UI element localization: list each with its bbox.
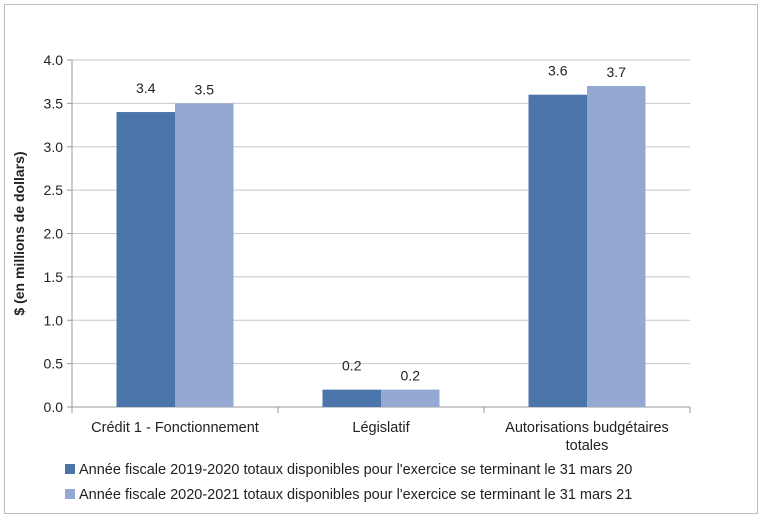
- legend-swatch: [65, 464, 75, 474]
- bar-2020-2021: [175, 103, 234, 407]
- bar-2020-2021: [381, 389, 440, 407]
- data-label: 0.2: [342, 358, 362, 374]
- data-label: 3.4: [136, 80, 156, 96]
- data-label: 0.2: [401, 368, 421, 384]
- data-label: 3.5: [195, 81, 215, 97]
- bar-2019-2020: [322, 389, 381, 407]
- legend-label: Année fiscale 2020-2021 totaux disponibl…: [79, 487, 632, 503]
- data-label: 3.6: [548, 63, 568, 79]
- bar-2020-2021: [587, 86, 646, 408]
- y-tick-label: 1.0: [44, 312, 64, 328]
- legend-swatch: [65, 489, 75, 499]
- legend-label: Année fiscale 2019-2020 totaux disponibl…: [79, 462, 632, 478]
- x-tick-label: totales: [566, 438, 609, 454]
- y-tick-label: 3.0: [44, 139, 64, 155]
- y-tick-label: 2.0: [44, 226, 64, 242]
- y-tick-label: 3.5: [44, 95, 64, 111]
- x-tick-label: Législatif: [352, 420, 410, 436]
- x-tick-label: Crédit 1 - Fonctionnement: [91, 420, 259, 436]
- y-tick-label: 2.5: [44, 182, 64, 198]
- y-tick-label: 0.0: [44, 399, 64, 415]
- y-tick-label: 0.5: [44, 356, 64, 372]
- y-tick-label: 1.5: [44, 269, 64, 285]
- bar-2019-2020: [528, 94, 587, 407]
- bar-2019-2020: [116, 112, 175, 408]
- x-tick-label: Autorisations budgétaires: [505, 420, 669, 436]
- y-tick-label: 4.0: [44, 52, 64, 68]
- data-label: 3.7: [607, 64, 627, 80]
- y-axis-label: $ (en millions de dollars): [11, 151, 27, 315]
